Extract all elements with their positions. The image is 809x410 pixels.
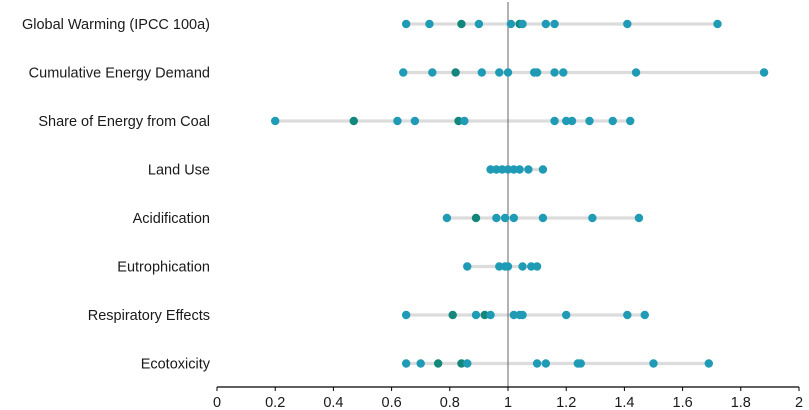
data-point xyxy=(399,68,408,77)
data-point xyxy=(713,19,722,29)
data-point xyxy=(649,359,658,368)
category-labels: Global Warming (IPCC 100a) Cumulative Ene… xyxy=(22,17,211,373)
data-point xyxy=(349,116,358,126)
category-label: Cumulative Energy Demand xyxy=(29,66,210,82)
data-point xyxy=(541,19,551,29)
data-point xyxy=(559,68,568,77)
x-tick-label: 1.4 xyxy=(614,395,634,410)
data-points xyxy=(271,19,769,368)
data-point xyxy=(509,213,519,223)
data-point xyxy=(509,310,519,320)
x-tick-label: 0 xyxy=(213,395,221,410)
data-point xyxy=(550,19,559,29)
data-point xyxy=(474,19,484,29)
x-tick-label: 0.2 xyxy=(265,395,285,410)
data-point xyxy=(532,359,542,368)
data-point xyxy=(463,359,472,368)
x-axis-ticks: 0 0.2 0.4 0.6 0.8 1 1.2 1.4 1.6 1.8 2 xyxy=(213,387,803,410)
data-point xyxy=(457,359,466,368)
data-point xyxy=(631,68,641,77)
data-point xyxy=(393,116,402,126)
data-point xyxy=(410,116,420,126)
data-point xyxy=(401,359,411,368)
data-point xyxy=(471,310,481,320)
data-point xyxy=(495,68,504,77)
x-tick-label: 1.8 xyxy=(731,395,751,410)
category-label: Eutrophication xyxy=(117,260,210,276)
data-point xyxy=(471,213,481,223)
data-point xyxy=(492,213,501,223)
data-point xyxy=(562,116,571,126)
data-point xyxy=(401,310,411,320)
x-tick-label: 1.6 xyxy=(673,395,693,410)
data-point xyxy=(524,165,533,174)
data-point xyxy=(623,310,632,320)
data-point xyxy=(550,68,559,77)
data-point xyxy=(497,165,507,174)
data-point xyxy=(518,310,527,320)
data-point xyxy=(463,262,472,271)
data-point xyxy=(506,19,516,29)
data-point xyxy=(518,19,527,29)
category-label: Global Warming (IPCC 100a) xyxy=(22,17,210,33)
data-point xyxy=(503,165,513,174)
data-point xyxy=(527,262,536,271)
x-tick-label: 0.6 xyxy=(382,395,402,410)
data-point xyxy=(492,165,501,174)
data-point xyxy=(457,19,466,29)
data-point xyxy=(451,68,460,77)
data-point xyxy=(425,19,434,29)
data-point xyxy=(626,116,635,126)
data-point xyxy=(623,19,632,29)
data-point xyxy=(608,116,617,126)
data-point xyxy=(588,213,597,223)
data-point xyxy=(271,116,280,126)
data-point xyxy=(541,359,551,368)
data-point xyxy=(562,310,571,320)
data-point xyxy=(509,165,519,174)
data-point xyxy=(433,359,443,368)
data-point xyxy=(518,262,527,271)
data-point xyxy=(454,116,463,126)
data-point xyxy=(428,68,437,77)
data-point xyxy=(515,165,524,174)
data-point xyxy=(448,310,457,320)
data-point xyxy=(503,262,513,271)
data-point xyxy=(585,116,594,126)
data-point xyxy=(442,213,452,223)
data-point xyxy=(460,116,469,126)
data-point xyxy=(486,165,495,174)
data-point xyxy=(634,213,644,223)
category-label: Respiratory Effects xyxy=(88,308,210,324)
x-tick-label: 1 xyxy=(504,395,512,410)
data-point xyxy=(538,213,548,223)
data-point xyxy=(486,310,495,320)
data-point xyxy=(759,68,769,77)
data-point xyxy=(416,359,425,368)
data-point xyxy=(567,116,577,126)
data-point xyxy=(401,19,411,29)
category-label: Acidification xyxy=(133,211,210,227)
x-tick-label: 1.2 xyxy=(556,395,576,410)
data-point xyxy=(576,359,585,368)
data-point xyxy=(532,68,542,77)
data-point xyxy=(477,68,487,77)
category-label: Ecotoxicity xyxy=(141,357,211,373)
category-label: Land Use xyxy=(148,163,210,179)
x-tick-label: 0.4 xyxy=(323,395,343,410)
x-tick-label: 2 xyxy=(795,395,803,410)
data-point xyxy=(550,116,559,126)
x-tick-label: 0.8 xyxy=(440,395,460,410)
data-point xyxy=(704,359,713,368)
data-point xyxy=(495,262,504,271)
data-point xyxy=(640,310,649,320)
data-point xyxy=(532,262,542,271)
data-point xyxy=(500,213,510,223)
category-label: Share of Energy from Coal xyxy=(38,114,210,130)
data-point xyxy=(503,68,513,77)
data-point xyxy=(538,165,548,174)
data-point xyxy=(480,310,489,320)
